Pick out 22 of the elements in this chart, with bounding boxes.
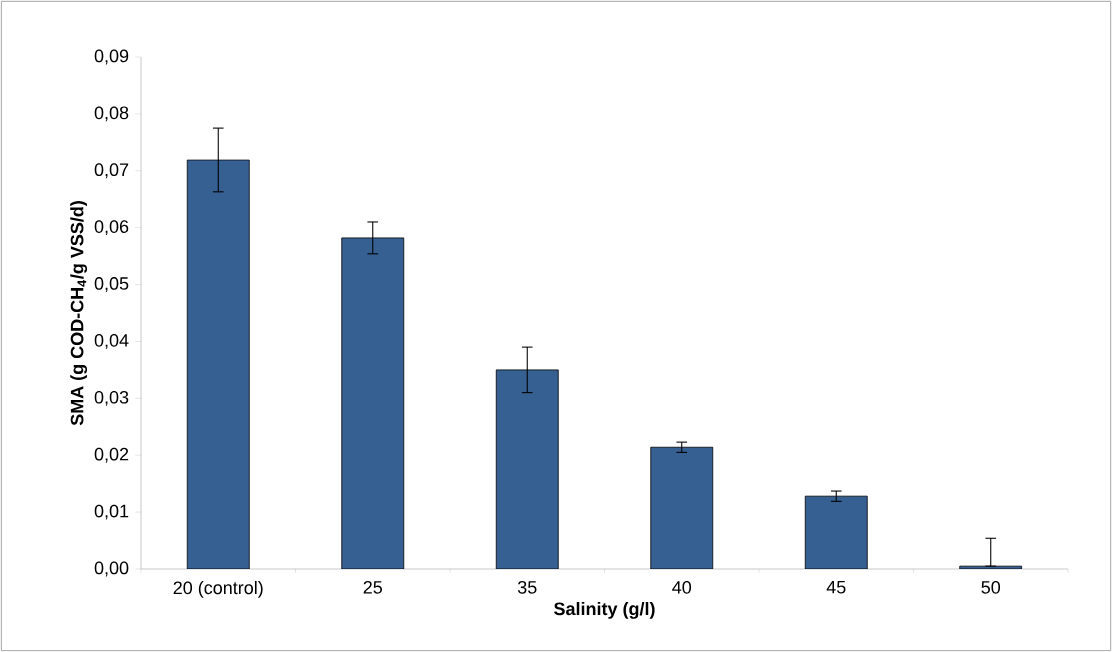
y-tick-label: 0,04: [94, 334, 129, 349]
bar: [650, 446, 714, 569]
bar: [959, 565, 1023, 569]
x-tick-label: 35: [517, 580, 537, 594]
x-tick-label: 50: [981, 580, 1001, 594]
x-tick-label: 40: [672, 580, 692, 594]
y-tick-label: 0,00: [94, 561, 129, 577]
x-tick-label: 20 (control): [173, 580, 263, 598]
y-axis-title: SMA (g COD-CH$_{4}$/g VSS/d): [70, 201, 88, 426]
y-tick-label: 0,08: [94, 106, 129, 122]
x-tick-label: 25: [363, 580, 383, 594]
x-axis-title: Salinity (g/l): [554, 601, 655, 619]
bar: [804, 495, 868, 569]
y-tick-label: 0,07: [94, 163, 129, 179]
y-tick-label: 0,03: [94, 390, 129, 406]
bar: [186, 159, 250, 569]
x-tick-label: 45: [826, 580, 846, 594]
y-tick-label: 0,02: [94, 447, 129, 463]
y-tick-label: 0,01: [94, 504, 129, 520]
y-tick-label: 0,05: [94, 277, 129, 292]
y-tick-label: 0,06: [94, 220, 129, 236]
y-tick-label: 0,09: [94, 49, 129, 65]
